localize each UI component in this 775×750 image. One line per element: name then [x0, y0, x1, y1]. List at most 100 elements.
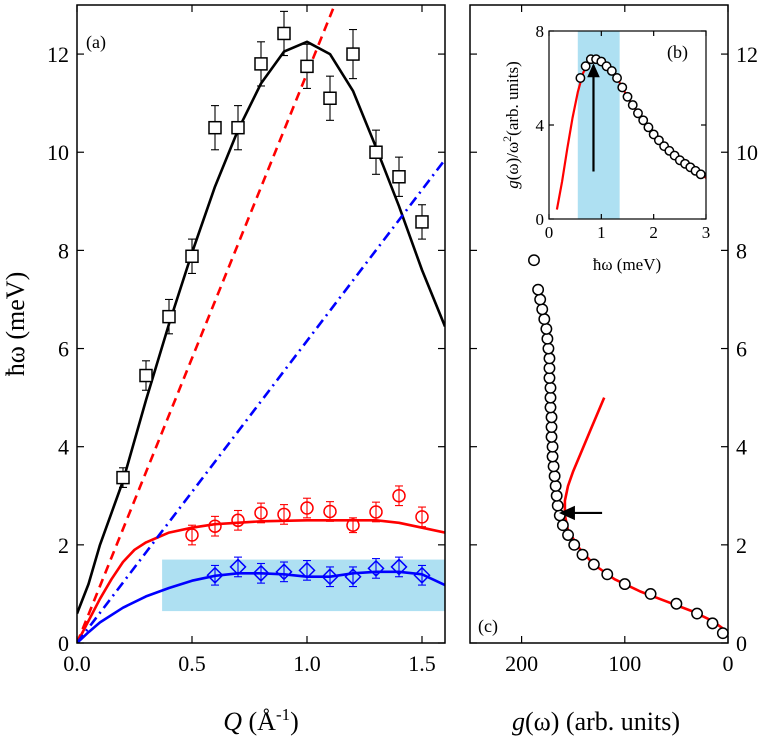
data-point — [254, 57, 268, 71]
x-axis-unit: (Å — [249, 707, 277, 736]
data-point — [185, 249, 199, 264]
x-axis-unit-close: ) — [290, 707, 299, 736]
data-point — [231, 513, 245, 528]
panel-b-x-axis-label: ħω (meV) — [593, 255, 661, 274]
data-point — [545, 421, 558, 434]
arrow-head — [587, 63, 600, 78]
y-tick-label: 0 — [536, 210, 545, 229]
data-point — [543, 362, 556, 375]
x-tick-label: 200 — [505, 651, 538, 676]
data-point — [627, 100, 638, 110]
x-axis-unit: (meV) — [617, 255, 661, 274]
data-point — [576, 548, 589, 561]
y-tick-label: 4 — [536, 116, 545, 135]
panel-a-frame — [76, 4, 446, 644]
y-tick-label: 10 — [736, 140, 758, 165]
data-point — [208, 120, 222, 135]
data-point — [321, 568, 339, 586]
fit-line — [77, 5, 336, 643]
data-point — [580, 61, 591, 72]
y-tick-label: 2 — [58, 533, 69, 558]
data-point — [229, 558, 247, 576]
data-point — [543, 372, 556, 384]
data-point — [534, 293, 547, 306]
data-point — [546, 440, 559, 453]
data-point — [617, 82, 628, 93]
data-point — [538, 313, 551, 326]
data-point — [546, 450, 559, 463]
y-tick-label: 6 — [58, 337, 69, 362]
data-point — [390, 558, 408, 576]
data-point — [622, 91, 633, 102]
x-axis-variable: ħω — [593, 255, 613, 274]
y-tick-label: 0 — [58, 631, 69, 656]
data-point — [638, 115, 649, 126]
data-point — [300, 59, 314, 74]
panel-b-y-axis-label: g(ω)/ω2(arb. units) — [500, 61, 522, 189]
x-tick-label: 2 — [649, 223, 658, 242]
data-point — [633, 108, 643, 119]
data-point — [298, 561, 316, 579]
data-point — [323, 91, 337, 105]
data-point — [252, 564, 270, 582]
fit-line — [77, 519, 445, 643]
data-point — [369, 505, 383, 519]
y-tick-label: 0 — [736, 631, 747, 656]
x-tick-label: 100 — [608, 651, 641, 676]
data-point — [300, 501, 314, 515]
data-point — [543, 352, 556, 365]
data-point — [545, 430, 558, 443]
data-point — [185, 528, 199, 542]
data-point — [415, 510, 429, 524]
y-axis-exponent: 2 — [500, 136, 514, 142]
data-point — [549, 480, 562, 492]
y-tick-label: 4 — [736, 435, 747, 460]
data-point — [413, 566, 431, 584]
data-point — [369, 145, 383, 159]
data-point — [323, 504, 337, 519]
data-point — [670, 597, 683, 610]
data-point — [392, 170, 406, 184]
data-point — [568, 538, 581, 551]
panel-c-frame — [469, 4, 729, 644]
data-point — [618, 578, 631, 591]
x-tick-label: 0.0 — [63, 651, 91, 676]
y-tick-label: 8 — [58, 238, 69, 263]
data-point — [162, 309, 176, 324]
x-tick-label: 1 — [597, 223, 606, 242]
data-point — [606, 66, 617, 76]
y-axis-rest: (ω)/ω — [503, 142, 522, 180]
data-point — [344, 568, 362, 586]
data-point — [542, 342, 555, 355]
panel-a-ticks: 0.0 0.5 1.0 1.5 0 2 4 6 8 10 12 — [47, 5, 445, 676]
data-point — [544, 391, 557, 404]
panel-c-plot-area — [528, 254, 729, 640]
data-point — [541, 332, 554, 345]
data-point — [556, 519, 569, 532]
data-point — [231, 120, 245, 135]
data-point — [544, 381, 557, 394]
data-point — [695, 169, 706, 180]
data-point — [139, 368, 153, 383]
panel-a: 0.0 0.5 1.0 1.5 0 2 4 6 8 10 12 (a) Q (Å-1) ħω (me… — [1, 4, 446, 736]
y-tick-label: 6 — [736, 337, 747, 362]
data-point — [548, 470, 561, 483]
x-tick-label: 0 — [545, 223, 554, 242]
fit-line — [77, 158, 445, 643]
data-point — [346, 47, 360, 61]
panel-b-background — [549, 31, 706, 219]
x-tick-label: 1.0 — [293, 651, 321, 676]
panel-b-ticks: 0 1 2 3 0 4 8 — [536, 22, 711, 242]
data-point — [551, 499, 564, 512]
data-point — [277, 507, 291, 522]
y-axis-function: g — [503, 180, 522, 189]
y-tick-label: 8 — [736, 238, 747, 263]
data-point — [547, 460, 560, 473]
x-axis-function: g — [512, 707, 525, 736]
y-axis-unit: (meV) — [1, 272, 30, 340]
data-point — [277, 26, 291, 41]
data-point — [643, 122, 654, 133]
